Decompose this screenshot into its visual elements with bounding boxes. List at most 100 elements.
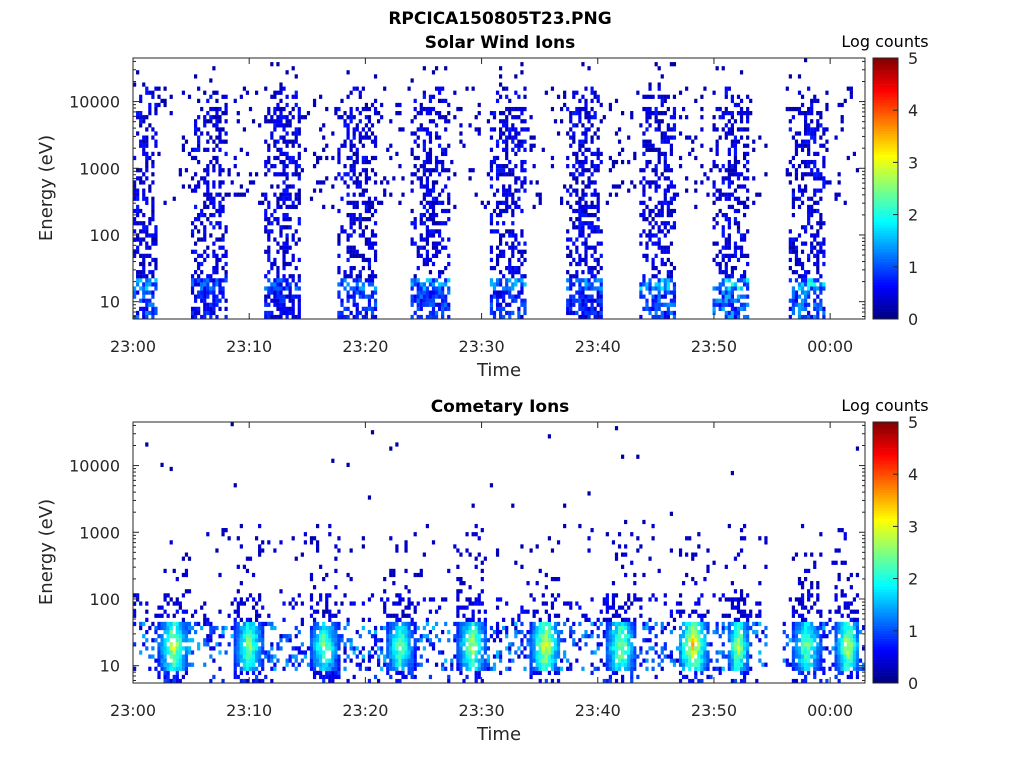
spectrogram-cell <box>508 127 512 132</box>
spectrogram-cell <box>599 159 603 165</box>
spectrogram-cell <box>450 658 454 663</box>
spectrogram-cell <box>370 102 375 108</box>
spectrogram-cell <box>438 143 442 148</box>
spectrogram-cell <box>447 111 451 116</box>
spectrogram-cell <box>319 155 323 161</box>
spectrogram-cell <box>791 115 795 120</box>
spectrogram-cell <box>495 650 500 655</box>
spectrogram-cell <box>419 176 423 181</box>
spectrogram-cell <box>550 155 555 161</box>
spectrogram-cell <box>502 221 506 226</box>
spectrogram-cell <box>648 115 652 120</box>
spectrogram-cell <box>718 261 722 267</box>
spectrogram-cell <box>642 253 646 258</box>
spectrogram-cell <box>596 257 600 263</box>
spectrogram-cell <box>810 111 814 116</box>
spectrogram-cell <box>380 638 384 643</box>
spectrogram-cell <box>569 666 573 671</box>
spectrogram-cell <box>251 605 256 610</box>
spectrogram-cell <box>297 200 301 205</box>
spectrogram-cell <box>416 111 420 116</box>
spectrogram-cell <box>492 127 497 132</box>
spectrogram-cell <box>316 548 320 553</box>
spectrogram-cell <box>340 115 344 120</box>
spectrogram-cell <box>291 200 295 205</box>
spectrogram-cell <box>590 200 594 205</box>
spectrogram-cell <box>709 168 713 173</box>
spectrogram-cell <box>428 119 433 124</box>
spectrogram-cell <box>386 666 390 671</box>
spectrogram-cell <box>352 314 356 320</box>
colorbar-segment <box>873 78 898 82</box>
spectrogram-cell <box>441 237 445 242</box>
spectrogram-cell <box>242 625 246 631</box>
spectrogram-cell <box>203 225 207 230</box>
spectrogram-cell <box>404 658 408 663</box>
spectrogram-cell <box>474 523 478 529</box>
spectrogram-cell <box>651 306 655 311</box>
spectrogram-cell <box>258 597 262 602</box>
spectrogram-cell <box>334 585 338 590</box>
spectrogram-cell <box>715 253 719 258</box>
spectrogram-cell <box>575 642 579 647</box>
spectrogram-cell <box>352 221 356 226</box>
spectrogram-cell <box>721 270 725 275</box>
spectrogram-cell <box>279 589 283 594</box>
spectrogram-cell <box>145 127 149 132</box>
spectrogram-cell <box>398 678 402 684</box>
spectrogram-cell <box>514 629 518 635</box>
spectrogram-cell <box>136 593 140 598</box>
spectrogram-cell <box>383 192 387 197</box>
spectrogram-cell <box>654 188 658 193</box>
spectrogram-cell <box>444 221 448 226</box>
spectrogram-cell <box>834 135 838 140</box>
colorbar-segment <box>873 206 898 210</box>
spectrogram-cell <box>480 638 484 643</box>
spectrogram-cell <box>166 678 170 684</box>
spectrogram-cell <box>395 662 399 667</box>
spectrogram-cell <box>139 119 143 124</box>
spectrogram-cell <box>367 678 372 684</box>
spectrogram-cell <box>505 290 509 295</box>
spectrogram-cell <box>706 192 710 197</box>
spectrogram-cell <box>328 666 332 671</box>
spectrogram-cell <box>190 650 195 655</box>
spectrogram-cell <box>255 629 259 635</box>
spectrogram-cell <box>282 253 286 258</box>
spectrogram-cell <box>285 155 289 161</box>
solar-wind-spectrogram <box>133 58 860 320</box>
colorbar-segment <box>873 300 898 304</box>
spectrogram-cell <box>550 106 555 112</box>
spectrogram-cell <box>511 286 515 291</box>
spectrogram-cell <box>401 642 405 647</box>
spectrogram-cell <box>724 290 728 295</box>
spectrogram-cell <box>279 306 283 311</box>
spectrogram-cell <box>319 564 323 569</box>
spectrogram-cell <box>593 111 597 116</box>
spectrogram-cell <box>340 282 344 287</box>
spectrogram-cell <box>413 115 417 120</box>
spectrogram-cell <box>538 629 542 635</box>
spectrogram-cell <box>361 135 365 140</box>
spectrogram-cell <box>508 98 512 104</box>
spectrogram-cell <box>825 139 829 144</box>
spectrogram-cell <box>666 270 670 275</box>
spectrogram-cell <box>169 625 173 631</box>
spectrogram-cell <box>407 613 411 618</box>
colorbar-tick-label: 4 <box>908 101 918 120</box>
spectrogram-cell <box>297 257 301 263</box>
spectrogram-cell <box>502 188 506 193</box>
spectrogram-cell <box>258 625 262 631</box>
spectrogram-cell <box>312 102 317 108</box>
spectrogram-cell <box>316 670 320 675</box>
spectrogram-cell <box>352 265 356 271</box>
spectrogram-cell <box>212 123 216 128</box>
spectrogram-cell <box>428 172 433 177</box>
spectrogram-cell <box>282 257 286 263</box>
spectrogram-cell <box>529 638 533 643</box>
spectrogram-cell <box>401 654 405 659</box>
spectrogram-cell <box>181 593 185 598</box>
spectrogram-cell <box>605 532 609 537</box>
spectrogram-cell <box>297 662 301 667</box>
spectrogram-cell <box>553 666 558 671</box>
